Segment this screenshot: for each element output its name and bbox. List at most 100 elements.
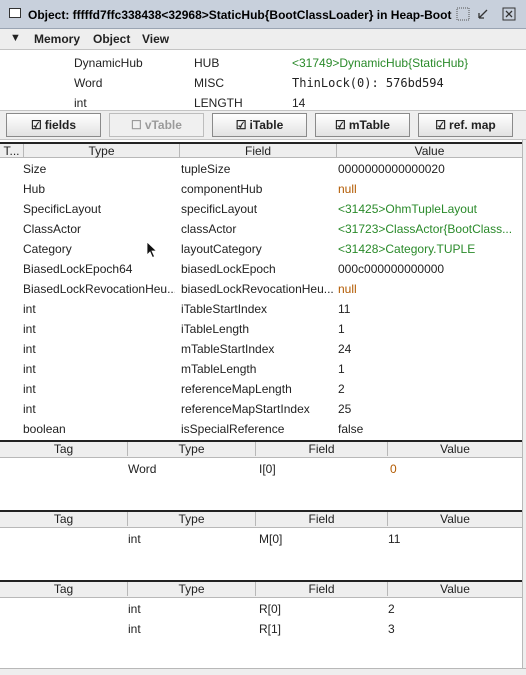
- field-name-cell: componentHub: [181, 182, 263, 196]
- header-hub-value[interactable]: <31749>DynamicHub{StaticHub}: [292, 56, 469, 70]
- header-hub-name: HUB: [194, 56, 220, 70]
- field-name-cell: mTableLength: [181, 362, 257, 376]
- window-bottom-border: [0, 668, 526, 675]
- checkbox-checked-icon: ☑: [30, 118, 42, 132]
- minimize-icon[interactable]: [476, 7, 490, 21]
- table-row[interactable]: int iTableStartIndex 11: [0, 298, 522, 318]
- table-row[interactable]: int referenceMapLength 2: [0, 378, 522, 398]
- field-type-cell: int: [23, 382, 36, 396]
- field-name-cell: referenceMapLength: [181, 382, 292, 396]
- field-type-cell: Category: [23, 242, 72, 256]
- itable-toggle-button[interactable]: ☑ iTable: [212, 113, 307, 137]
- header-misc-type: Word: [74, 76, 103, 90]
- window-icon: [9, 8, 21, 18]
- checkbox-checked-icon: ☑: [235, 118, 247, 132]
- refmap-field-cell: R[1]: [259, 622, 282, 636]
- header-length-name: LENGTH: [194, 96, 243, 110]
- col-header-value[interactable]: Value: [414, 144, 445, 158]
- field-value-cell[interactable]: <31723>ClassActor{BootClass...: [338, 222, 513, 236]
- header-length-value: 14: [292, 96, 306, 110]
- table-row[interactable]: int iTableLength 1: [0, 318, 522, 338]
- table-row[interactable]: SpecificLayout specificLayout <31425>OhmTu…: [0, 198, 522, 218]
- menu-object[interactable]: Object: [93, 32, 131, 46]
- header-length-type: int: [74, 96, 87, 110]
- field-value-cell: 25: [338, 402, 352, 416]
- field-type-cell: BiasedLockRevocationHeu...: [23, 282, 175, 296]
- refmap-col-value[interactable]: Value: [440, 582, 470, 596]
- fields-toggle-button[interactable]: ☑ fields: [6, 113, 101, 137]
- table-row[interactable]: Category layoutCategory <31428>Category.TU…: [0, 238, 522, 258]
- field-value-cell: 000c000000000000: [338, 262, 445, 276]
- mtable-table: Tag Type Field Value int M[0] 11: [0, 512, 526, 580]
- refmap-col-field[interactable]: Field: [256, 582, 388, 596]
- table-row[interactable]: int mTableStartIndex 24: [0, 338, 522, 358]
- vtable-toggle-button: ☐ vTable: [109, 113, 204, 137]
- refmap-toggle-button[interactable]: ☑ ref. map: [418, 113, 513, 137]
- col-header-tag[interactable]: T...: [0, 144, 24, 158]
- field-name-cell: iTableLength: [181, 322, 250, 336]
- itable-col-field[interactable]: Field: [256, 442, 388, 456]
- close-icon[interactable]: [502, 7, 516, 21]
- field-value-cell[interactable]: <31428>Category.TUPLE: [338, 242, 476, 256]
- field-value-cell[interactable]: <31425>OhmTupleLayout: [338, 202, 477, 216]
- itable-col-value[interactable]: Value: [440, 442, 470, 456]
- field-value-cell: 2: [338, 382, 345, 396]
- refmap-type-cell: int: [128, 622, 141, 636]
- header-hub-type: DynamicHub: [74, 56, 143, 70]
- table-row[interactable]: BiasedLockEpoch64 biasedLockEpoch 000c0000…: [0, 258, 522, 278]
- field-value-cell: 0000000000000020: [338, 162, 445, 176]
- field-type-cell: int: [23, 302, 36, 316]
- window-title: Object: fffffd7ffc338438<32968>StaticHub…: [28, 8, 452, 22]
- pin-icon[interactable]: [456, 7, 470, 21]
- table-row[interactable]: int M[0] 11: [0, 528, 522, 548]
- fields-table-header: T... Type Field Value: [0, 142, 522, 158]
- col-header-field[interactable]: Field: [180, 144, 337, 158]
- table-row[interactable]: int mTableLength 1: [0, 358, 522, 378]
- refmap-table: Tag Type Field Value int R[0] 2 int R[1]…: [0, 582, 526, 668]
- table-row[interactable]: BiasedLockRevocationHeu... biasedLockRevo…: [0, 278, 522, 298]
- field-value-cell: 11: [338, 302, 351, 316]
- collapse-triangle-icon[interactable]: ▼: [10, 32, 21, 44]
- menu-memory[interactable]: Memory: [34, 32, 81, 46]
- field-type-cell: boolean: [23, 422, 66, 436]
- menu-view[interactable]: View: [142, 32, 170, 46]
- fields-toggle-label: fields: [44, 118, 77, 132]
- field-name-cell: specificLayout: [181, 202, 258, 216]
- refmap-col-tag[interactable]: Tag: [0, 582, 128, 596]
- table-row[interactable]: int R[0] 2: [0, 598, 522, 618]
- refmap-col-type[interactable]: Type: [128, 582, 256, 596]
- table-divider: [0, 440, 526, 442]
- itable-col-tag[interactable]: Tag: [0, 442, 128, 456]
- refmap-field-cell: R[0]: [259, 602, 282, 616]
- field-value-cell: false: [338, 422, 364, 436]
- mtable-type-cell: int: [128, 532, 141, 546]
- itable-col-type[interactable]: Type: [128, 442, 256, 456]
- checkbox-checked-icon: ☑: [335, 118, 346, 132]
- refmap-toggle-label: ref. map: [449, 118, 496, 132]
- table-row[interactable]: ClassActor classActor <31723>ClassActor{Bo…: [0, 218, 522, 238]
- object-header: DynamicHub HUB <31749>DynamicHub{StaticH…: [0, 50, 526, 110]
- mtable-toggle-button[interactable]: ☑ mTable: [315, 113, 410, 137]
- table-row[interactable]: int referenceMapStartIndex 25: [0, 398, 522, 418]
- table-row[interactable]: boolean isSpecialReference false: [0, 418, 522, 438]
- refmap-value-cell: 3: [388, 622, 395, 636]
- field-name-cell: mTableStartIndex: [181, 342, 275, 356]
- mtable-col-type[interactable]: Type: [128, 512, 256, 526]
- table-row[interactable]: int R[1] 3: [0, 618, 522, 638]
- mtable-col-field[interactable]: Field: [256, 512, 388, 526]
- table-row[interactable]: Word I[0] 0: [0, 458, 522, 478]
- mtable-field-cell: M[0]: [259, 532, 283, 546]
- itable-value-cell: 0: [390, 462, 397, 476]
- table-row[interactable]: Hub componentHub null: [0, 178, 522, 198]
- mtable-col-tag[interactable]: Tag: [0, 512, 128, 526]
- window-titlebar[interactable]: Object: fffffd7ffc338438<32968>StaticHub…: [0, 0, 526, 29]
- header-misc-name: MISC: [194, 76, 224, 90]
- table-row[interactable]: Size tupleSize 0000000000000020: [0, 158, 522, 178]
- checkbox-checked-icon: ☑: [435, 118, 447, 132]
- checkbox-unchecked-icon: ☐: [131, 118, 142, 132]
- menu-bar: ▼ Memory Object View: [0, 29, 526, 50]
- col-header-type[interactable]: Type: [24, 144, 180, 158]
- field-type-cell: BiasedLockEpoch64: [23, 262, 133, 276]
- mtable-col-value[interactable]: Value: [440, 512, 470, 526]
- field-value-cell: 24: [338, 342, 352, 356]
